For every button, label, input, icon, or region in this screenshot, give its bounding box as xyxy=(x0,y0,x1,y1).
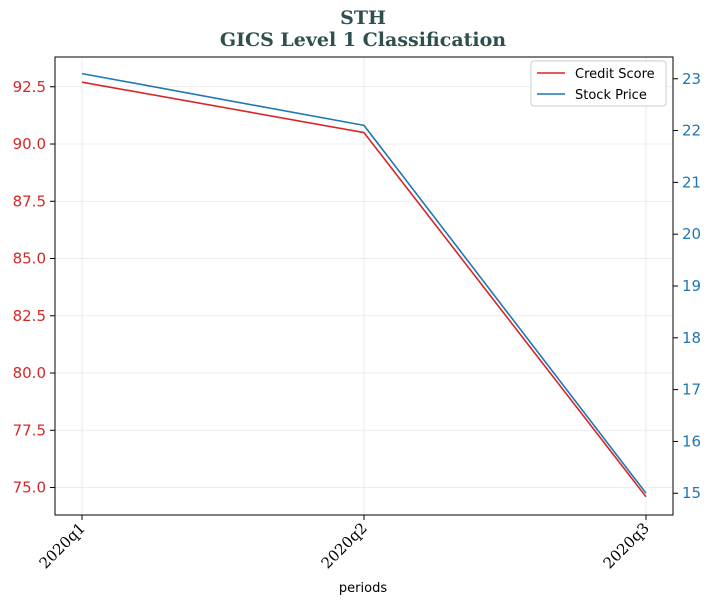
right-y-tick-label: 23 xyxy=(682,70,701,88)
chart-title: STH xyxy=(340,7,386,29)
left-y-tick-label: 80.0 xyxy=(13,364,46,382)
chart-subtitle: GICS Level 1 Classification xyxy=(220,29,506,51)
series-line-stock-price xyxy=(81,72,647,494)
left-y-tick-label: 85.0 xyxy=(13,250,46,268)
legend: Credit Score Stock Price xyxy=(530,60,667,107)
left-y-tick-label: 75.0 xyxy=(13,479,46,497)
right-y-tick-label: 15 xyxy=(682,484,701,502)
x-tick-label: 2020q1 xyxy=(36,519,89,572)
x-tick-label: 2020q3 xyxy=(600,519,653,572)
legend-label: Credit Score xyxy=(575,67,655,82)
legend-label: Stock Price xyxy=(575,88,647,103)
right-y-tick-label: 18 xyxy=(682,329,701,347)
right-y-tick-label: 20 xyxy=(682,225,701,243)
left-y-tick-label: 82.5 xyxy=(13,307,46,325)
right-y-tick-label: 16 xyxy=(682,432,701,450)
right-y-tick-label: 22 xyxy=(682,122,701,140)
x-tick-label: 2020q2 xyxy=(318,519,371,572)
left-y-tick-label: 77.5 xyxy=(13,421,46,439)
right-y-tick-label: 19 xyxy=(682,277,701,295)
series-layer xyxy=(81,72,647,498)
grid xyxy=(55,57,673,515)
series-line-credit-score xyxy=(81,81,647,498)
x-axis: 2020q1 2020q2 2020q3 xyxy=(36,515,653,572)
left-y-axis: 75.0 77.5 80.0 82.5 85.0 87.5 90.0 92.5 xyxy=(13,78,55,497)
right-y-tick-label: 21 xyxy=(682,173,701,191)
left-y-tick-label: 92.5 xyxy=(13,78,46,96)
left-y-tick-label: 87.5 xyxy=(13,192,46,210)
x-axis-label: periods xyxy=(339,581,387,596)
left-y-tick-label: 90.0 xyxy=(13,135,46,153)
right-y-axis: 15 16 17 18 19 20 21 22 23 xyxy=(673,70,701,502)
right-y-tick-label: 17 xyxy=(682,381,701,399)
